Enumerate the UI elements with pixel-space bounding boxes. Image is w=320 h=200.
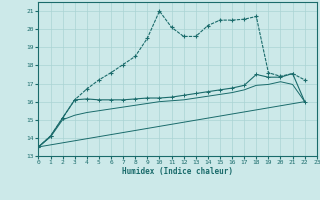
X-axis label: Humidex (Indice chaleur): Humidex (Indice chaleur) [122, 167, 233, 176]
